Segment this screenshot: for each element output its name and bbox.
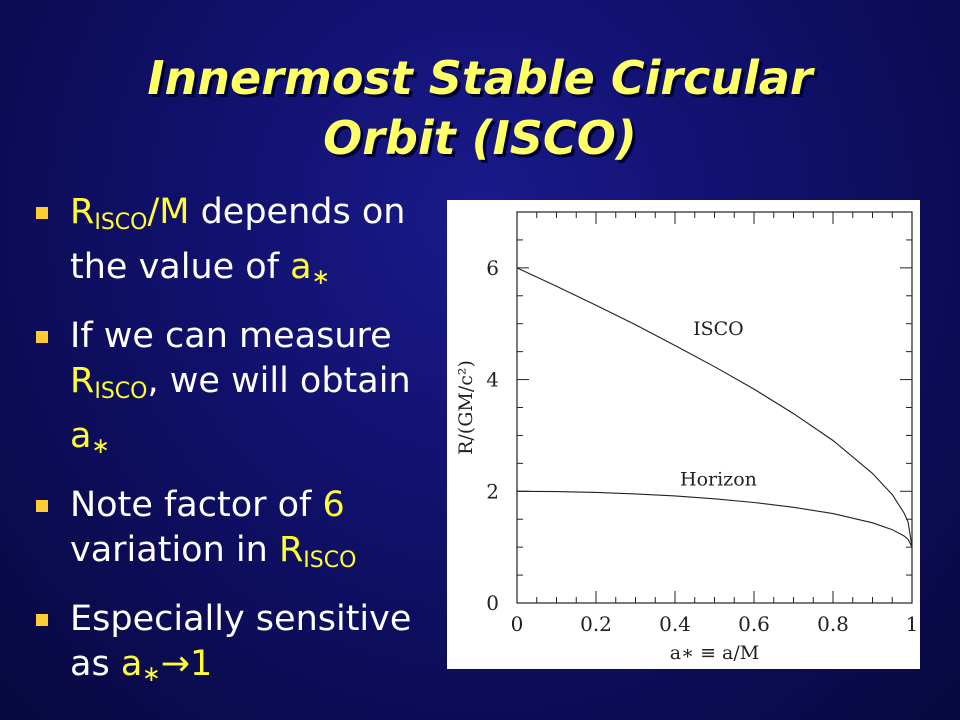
- bullet-text: ISCO: [303, 548, 357, 573]
- bullet-item: If we can measure RISCO, we will obtain …: [30, 314, 440, 469]
- bullet-text: →1: [160, 644, 213, 684]
- annotation-label: ISCO: [693, 318, 744, 340]
- y-axis-label: R/(GM/c²): [455, 360, 477, 455]
- y-tick-label: 2: [486, 479, 499, 503]
- y-tick-label: 0: [486, 591, 499, 615]
- x-tick-label: 0.4: [659, 612, 691, 636]
- bullet-text: R: [70, 361, 95, 401]
- bullet-text: If we can measure: [70, 316, 392, 356]
- bullet-text: variation in: [70, 530, 279, 570]
- bullet-text: Note factor of: [70, 485, 323, 525]
- series-line-isco: [516, 267, 913, 548]
- x-tick-label: 0.2: [580, 612, 612, 636]
- bullet-marker: [36, 500, 48, 512]
- y-tick-label: 6: [486, 256, 499, 280]
- x-tick-label: 1: [906, 612, 919, 636]
- series-line-horizon: [516, 490, 913, 548]
- annotation-label: Horizon: [680, 469, 757, 491]
- bullet-text: depends on the value of: [70, 192, 406, 287]
- bullet-item: Especially sensitive as a∗→1: [30, 597, 440, 697]
- bullet-text: 6: [322, 485, 345, 525]
- bullet-list: RISCO/M depends on the value of a∗ If we …: [30, 190, 440, 711]
- bullet-text: a: [120, 644, 143, 684]
- bullet-text: a: [70, 416, 92, 456]
- x-tick-label: 0.6: [738, 612, 770, 636]
- bullet-marker: [36, 331, 48, 343]
- bullet-item: Note factor of 6 variation in RISCO: [30, 483, 440, 583]
- x-axis-label: a∗ ≡ a/M: [670, 642, 759, 664]
- title-line-2: Orbit (ISCO): [323, 111, 637, 165]
- bullet-text: Especially sensitive as: [70, 599, 412, 684]
- chart-svg: 0 0.2 0.4 0.6 0.8 1 0 2 4 6 a∗ ≡ a/M R/(GM/c²) ISCO H…: [455, 211, 919, 664]
- bullet-text: ∗: [142, 662, 161, 687]
- bullet-marker: [36, 614, 48, 626]
- bullet-text: R: [278, 530, 304, 570]
- bullet-text: /M: [147, 192, 190, 232]
- bullet-text: ∗: [311, 265, 331, 290]
- bullet-item: RISCO/M depends on the value of a∗: [30, 190, 440, 300]
- bullet-text: ∗: [91, 434, 110, 459]
- x-tick-label: 0: [511, 612, 524, 636]
- bullet-text: , we will obtain: [147, 361, 411, 401]
- bullet-text: ISCO: [94, 210, 148, 235]
- isco-chart: 0 0.2 0.4 0.6 0.8 1 0 2 4 6 a∗ ≡ a/M R/(GM/c²) ISCO H…: [447, 200, 920, 669]
- x-tick-label: 0.8: [817, 612, 849, 636]
- plot-frame: [516, 211, 913, 604]
- slide-title: Innermost Stable Circular Orbit (ISCO): [0, 48, 960, 168]
- title-line-1: Innermost Stable Circular: [147, 51, 813, 105]
- bullet-text: ISCO: [94, 379, 148, 404]
- y-tick-label: 4: [486, 368, 499, 392]
- bullet-text: a: [290, 247, 312, 287]
- bullet-text: R: [70, 192, 95, 232]
- bullet-marker: [36, 207, 48, 219]
